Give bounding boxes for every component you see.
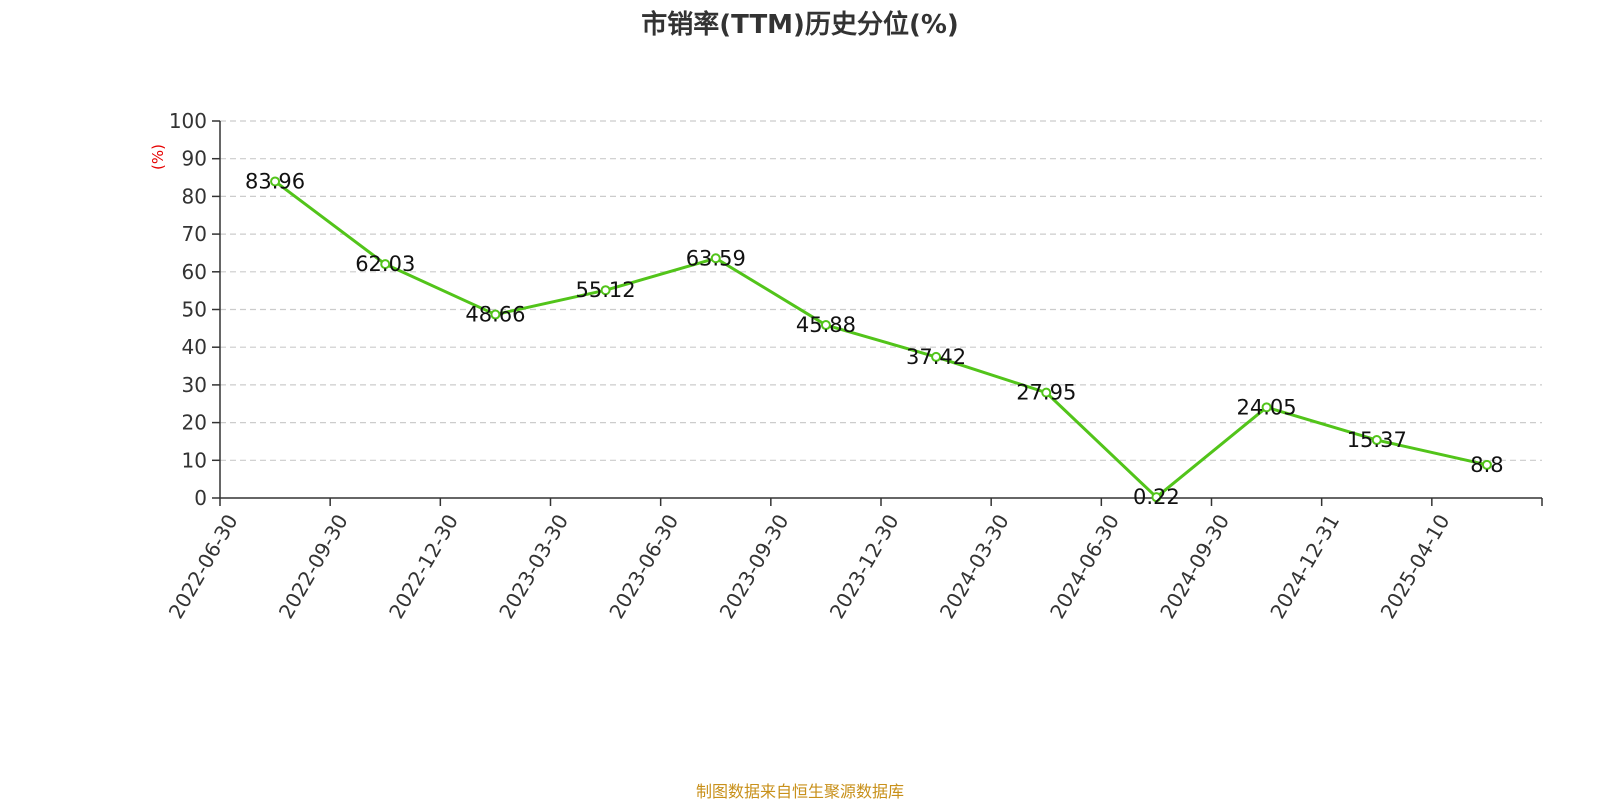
data-label: 45.88: [796, 313, 856, 337]
data-point: [1041, 387, 1052, 398]
data-label: 63.59: [686, 246, 746, 270]
series-line: [274, 180, 1488, 499]
data-labels: 83.96 62.03 48.66 55.12 63.59 45.88 37.42 27.95…: [245, 169, 1504, 509]
x-tick-label: 2025-04-10: [1376, 510, 1455, 623]
source-note: 制图数据来自恒生聚源数据库: [695, 782, 904, 801]
data-label: 37.42: [906, 345, 966, 369]
data-label: 83.96: [245, 169, 305, 193]
data-point: [710, 253, 721, 264]
x-tick-label: 2023-06-30: [604, 510, 683, 623]
data-point: [1481, 459, 1492, 470]
data-label: 27.95: [1016, 381, 1076, 405]
y-tick-label: 60: [182, 260, 207, 284]
y-axis-label: (%): [149, 144, 167, 170]
y-tick-label: 80: [182, 184, 207, 208]
x-tick-label: 2022-12-30: [384, 510, 463, 623]
data-label: 24.05: [1237, 395, 1297, 419]
y-tick-label: 90: [182, 147, 207, 171]
y-tick-label: 10: [182, 448, 207, 472]
y-tick-label: 50: [182, 298, 207, 322]
axes: [212, 120, 1543, 506]
x-tick-labels: 2022-06-30 2022-09-30 2022-12-30 2023-03-30…: [164, 510, 1455, 623]
x-tick-label: 2022-09-30: [274, 510, 353, 623]
x-tick-label: 2023-12-30: [825, 510, 904, 623]
data-label: 8.8: [1470, 453, 1503, 477]
chart-title: 市销率(TTM)历史分位(%): [641, 10, 959, 40]
data-point: [380, 259, 391, 270]
data-point: [1371, 435, 1382, 446]
x-tick-label: 2022-06-30: [164, 510, 243, 623]
data-point: [820, 320, 831, 331]
data-point: [931, 351, 942, 362]
data-point: [270, 176, 281, 187]
y-tick-label: 30: [182, 373, 207, 397]
data-point: [600, 285, 611, 296]
y-tick-label: 20: [182, 411, 207, 435]
y-tick-label: 0: [194, 486, 207, 510]
y-tick-label: 40: [182, 335, 207, 359]
x-tick-label: 2024-09-30: [1155, 510, 1234, 623]
data-point: [1261, 402, 1272, 413]
data-label: 62.03: [355, 252, 415, 276]
data-point: [490, 309, 501, 320]
y-tick-label: 100: [169, 109, 207, 133]
series: [270, 176, 1492, 503]
data-label: 48.66: [465, 303, 525, 327]
data-point: [1151, 492, 1162, 503]
y-tick-labels: 0 10 20 30 40 50 60 70 80 90 100: [169, 109, 207, 510]
grid-lines: [220, 120, 1542, 461]
x-tick-label: 2023-03-30: [494, 510, 573, 623]
x-tick-label: 2024-06-30: [1045, 510, 1124, 623]
x-tick-label: 2023-09-30: [715, 510, 794, 623]
x-tick-label: 2024-03-30: [935, 510, 1014, 623]
data-label: 0.22: [1133, 485, 1180, 509]
x-tick-label: 2024-12-31: [1265, 510, 1344, 623]
data-label: 55.12: [576, 278, 636, 302]
y-tick-label: 70: [182, 222, 207, 246]
data-label: 15.37: [1347, 428, 1407, 452]
